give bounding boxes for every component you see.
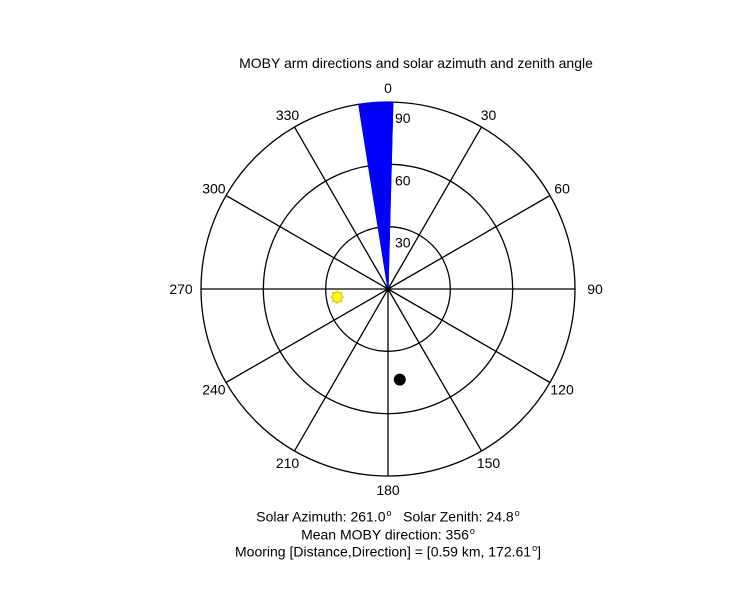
radial-tick-label-90: 90 [395,110,411,126]
radial-tick-label-30: 30 [395,235,411,251]
sun-ray-1 [340,300,343,303]
solar-caption: Solar Azimuth: 261.0o Solar Zenith: 24.8… [0,508,750,525]
grid-spoke-60 [387,194,551,290]
mooring-text: Mooring [Distance,Direction] = [0.59 km,… [235,543,532,560]
chart-title: MOBY arm directions and solar azimuth an… [239,55,593,71]
angle-tick-label-270: 270 [169,281,193,297]
mean-direction-caption: Mean MOBY direction: 356o [0,526,750,543]
grid-spoke-300 [225,194,389,290]
angle-tick-label-90: 90 [587,281,603,297]
solar-zenith-text: Solar Zenith: 24.8 [403,508,514,525]
angle-tick-label-30: 30 [481,107,497,123]
angle-tick-label-180: 180 [376,482,400,498]
arm-direction-line-1 [361,103,389,290]
grid-spoke-330 [293,126,389,290]
grid-spoke-210 [293,288,389,452]
tick-labels: 0 30 60 90 120 150 180 210 240 270 300 330 30 60 90 [169,80,603,498]
angle-tick-label-60: 60 [554,181,570,197]
grid-spoke-240 [225,288,389,384]
degree-sign-icon: o [386,508,392,518]
degree-sign-icon: o [532,543,538,553]
sun-marker-icon [331,291,343,303]
radial-tick-label-60: 60 [395,172,411,188]
angle-tick-label-0: 0 [384,80,392,96]
angle-tick-label-300: 300 [202,181,226,197]
arm-direction-line-0 [358,104,389,290]
grid-spoke-30 [387,126,483,290]
angle-tick-label-240: 240 [202,382,226,398]
grid-spoke-150 [387,288,483,452]
arm-direction-line-17 [387,102,394,290]
solar-azimuth-text: Solar Azimuth: 261.0 [256,508,386,525]
mean-direction-text: Mean MOBY direction: 356 [301,526,469,543]
mooring-caption: Mooring [Distance,Direction] = [0.59 km,… [0,543,750,560]
mooring-marker-icon [393,373,406,386]
sun-ray-7 [340,291,343,294]
sun-ray-3 [331,300,334,303]
sun-ray-5 [331,291,334,294]
angle-tick-label-210: 210 [276,455,300,471]
angle-tick-label-120: 120 [550,382,574,398]
markers [330,290,406,386]
grid-spoke-120 [387,288,551,384]
degree-sign-icon: o [469,526,475,536]
angle-tick-label-330: 330 [276,107,300,123]
angle-tick-label-150: 150 [477,455,501,471]
degree-sign-icon: o [514,508,520,518]
mooring-close-bracket: ] [537,543,541,560]
arm-direction-wedge [358,101,394,290]
